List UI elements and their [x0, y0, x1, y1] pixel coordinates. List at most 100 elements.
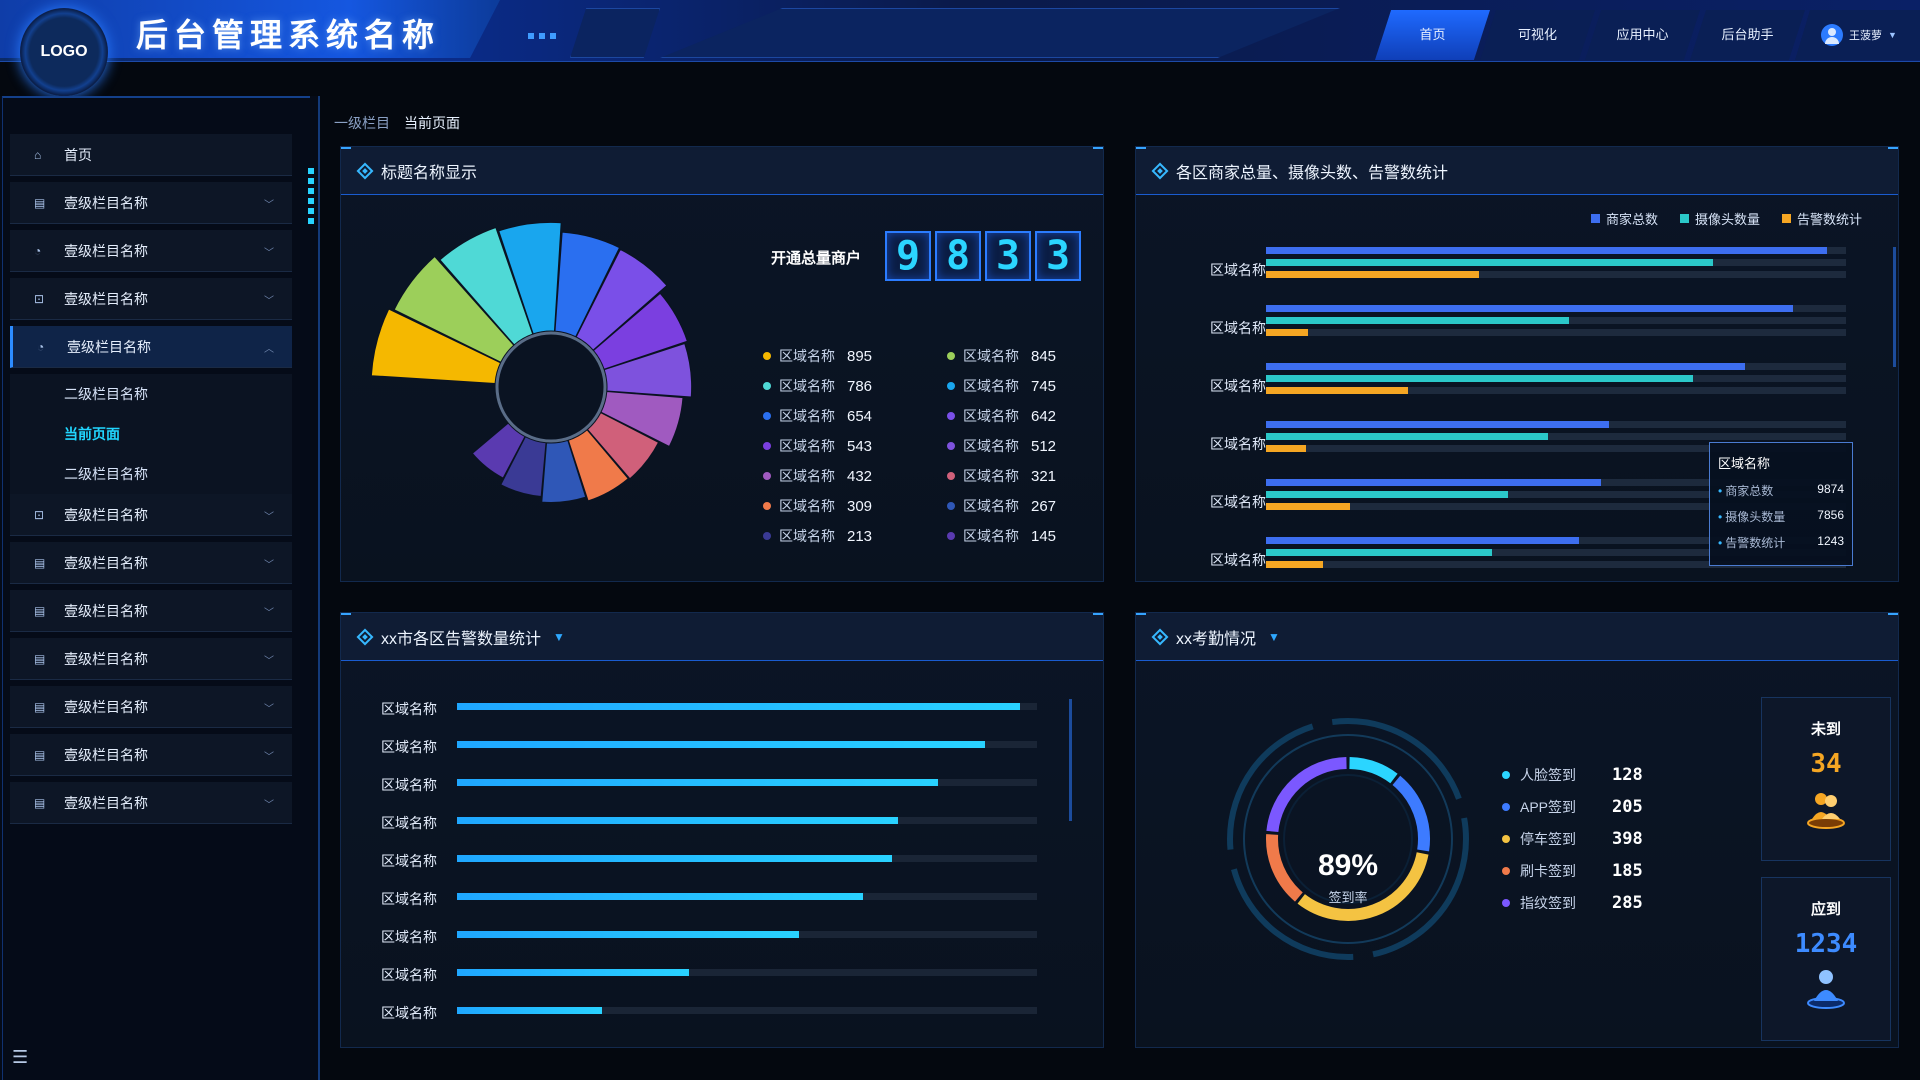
attendance-legend-item[interactable]: 刷卡签到 185 [1502, 861, 1643, 881]
bar[interactable] [1266, 537, 1580, 544]
nav-visualization[interactable]: 可视化 [1480, 10, 1595, 60]
bar-row[interactable]: 区域名称 [341, 841, 1105, 879]
legend-item[interactable]: 区域名称 213 [763, 527, 947, 545]
legend-item[interactable]: 区域名称 654 [763, 407, 947, 425]
legend-item[interactable]: 区域名称 145 [947, 527, 1107, 545]
legend-item[interactable]: 商家总数 [1590, 209, 1658, 228]
bar[interactable] [1266, 271, 1479, 278]
bar[interactable] [1266, 433, 1548, 440]
legend-item[interactable]: 区域名称 321 [947, 467, 1107, 485]
legend-item[interactable]: 区域名称 432 [763, 467, 947, 485]
attendance-legend-item[interactable]: APP签到 205 [1502, 797, 1643, 817]
sidebar-item[interactable]: ⌂ 首页 [10, 134, 292, 176]
bar-row[interactable]: 区域名称 [341, 993, 1105, 1031]
bar[interactable] [1266, 503, 1351, 510]
pie-slice[interactable] [603, 342, 693, 398]
sidebar-subitem[interactable]: 二级栏目名称 [10, 374, 292, 414]
bar[interactable] [1266, 317, 1570, 324]
pie-slice[interactable] [586, 411, 660, 480]
bar-row[interactable]: 区域名称 [341, 803, 1105, 841]
attendance-legend-item[interactable]: 停车签到 398 [1502, 829, 1643, 849]
legend-item[interactable]: 区域名称 309 [763, 497, 947, 515]
bar[interactable] [1266, 259, 1713, 266]
pie-slice[interactable] [393, 255, 515, 363]
scrollbar[interactable] [1893, 247, 1896, 367]
legend-item[interactable]: 区域名称 845 [947, 347, 1107, 365]
attendance-legend-item[interactable]: 人脸签到 128 [1502, 765, 1643, 785]
nav-app-center[interactable]: 应用中心 [1585, 10, 1700, 60]
dropdown-triangle-icon[interactable]: ▼ [553, 629, 565, 644]
bar[interactable] [457, 893, 863, 900]
legend-item[interactable]: 区域名称 745 [947, 377, 1107, 395]
nav-assistant[interactable]: 后台助手 [1690, 10, 1805, 60]
bar-group[interactable]: 区域名称 [1136, 243, 1900, 301]
bar-row[interactable]: 区域名称 [341, 727, 1105, 765]
legend-item[interactable]: 区域名称 267 [947, 497, 1107, 515]
bar-group[interactable]: 区域名称 [1136, 475, 1900, 533]
bar-row[interactable]: 区域名称 [341, 955, 1105, 993]
breadcrumb-level1[interactable]: 一级栏目 [334, 115, 390, 131]
pie-slice[interactable] [471, 422, 526, 479]
bar[interactable] [1266, 375, 1693, 382]
bar[interactable] [1266, 247, 1828, 254]
bar-group[interactable]: 区域名称 [1136, 533, 1900, 591]
bar[interactable] [457, 855, 892, 862]
legend-item[interactable]: 区域名称 543 [763, 437, 947, 455]
sidebar-item[interactable]: ▤ 壹级栏目名称 ﹀ [10, 182, 292, 224]
pie-slice[interactable] [554, 231, 621, 338]
sidebar-item[interactable]: ▤ 壹级栏目名称 ﹀ [10, 734, 292, 776]
bar[interactable] [1266, 329, 1308, 336]
ring-segment[interactable] [1349, 757, 1398, 784]
attendance-legend-item[interactable]: 指纹签到 285 [1502, 893, 1643, 913]
pie-slice[interactable] [439, 226, 534, 346]
sidebar-item[interactable]: ⊡ 壹级栏目名称 ﹀ [10, 278, 292, 320]
bar[interactable] [457, 931, 800, 938]
legend-item[interactable]: 告警数统计 [1781, 209, 1862, 228]
bar-group[interactable]: 区域名称 [1136, 359, 1900, 417]
pie-slice[interactable] [498, 221, 562, 335]
bar[interactable] [1266, 549, 1492, 556]
pie-slice[interactable] [371, 308, 502, 385]
dropdown-triangle-icon[interactable]: ▼ [1268, 629, 1280, 644]
scrollbar[interactable] [1069, 699, 1072, 821]
user-menu[interactable]: 王菠萝 ▼ [1795, 10, 1920, 60]
ring-segment[interactable] [1297, 852, 1429, 921]
pie-slice[interactable] [567, 429, 629, 502]
legend-item[interactable]: 摄像头数量 [1679, 209, 1760, 228]
ring-segment[interactable] [1392, 775, 1430, 852]
legend-item[interactable]: 区域名称 512 [947, 437, 1107, 455]
ring-segment[interactable] [1266, 757, 1347, 833]
bar[interactable] [457, 703, 1020, 710]
sidebar-subitem[interactable]: 二级栏目名称 [10, 454, 292, 494]
sidebar-item[interactable]: ◔ 壹级栏目名称 ﹀ [10, 230, 292, 272]
ring-segment[interactable] [1266, 834, 1303, 902]
bar[interactable] [1266, 387, 1409, 394]
legend-item[interactable]: 区域名称 786 [763, 377, 947, 395]
bar[interactable] [457, 1007, 602, 1014]
pie-slice[interactable] [541, 439, 587, 503]
bar[interactable] [457, 741, 985, 748]
sidebar-item[interactable]: ▤ 壹级栏目名称 ﹀ [10, 782, 292, 824]
collapse-menu-icon[interactable]: ☰ [12, 1047, 29, 1067]
nav-home[interactable]: 首页 [1375, 10, 1490, 60]
bar[interactable] [1266, 561, 1323, 568]
sidebar-item[interactable]: ▤ 壹级栏目名称 ﹀ [10, 638, 292, 680]
bar[interactable] [1266, 445, 1307, 452]
pie-slice[interactable] [600, 390, 684, 448]
sidebar-item[interactable]: ▤ 壹级栏目名称 ﹀ [10, 542, 292, 584]
bar-row[interactable]: 区域名称 [341, 765, 1105, 803]
sidebar-subitem-current[interactable]: 当前页面 [10, 414, 292, 454]
bar[interactable] [1266, 363, 1745, 370]
pie-slice[interactable] [592, 292, 688, 370]
legend-item[interactable]: 区域名称 642 [947, 407, 1107, 425]
bar-row[interactable]: 区域名称 [341, 879, 1105, 917]
sidebar-item[interactable]: ⊡ 壹级栏目名称 ﹀ [10, 494, 292, 536]
bar[interactable] [1266, 479, 1602, 486]
sidebar-item[interactable]: ▤ 壹级栏目名称 ﹀ [10, 590, 292, 632]
logo[interactable]: LOGO [20, 8, 108, 96]
bar[interactable] [457, 969, 689, 976]
legend-item[interactable]: 区域名称 895 [763, 347, 947, 365]
bar[interactable] [457, 779, 939, 786]
sidebar-item[interactable]: ▤ 壹级栏目名称 ﹀ [10, 686, 292, 728]
bar-group[interactable]: 区域名称 [1136, 301, 1900, 359]
